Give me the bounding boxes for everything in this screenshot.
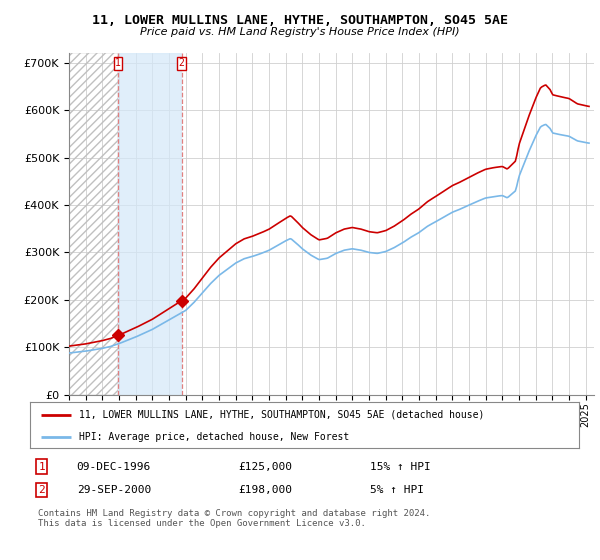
Text: 2: 2 [179, 58, 184, 68]
Text: 11, LOWER MULLINS LANE, HYTHE, SOUTHAMPTON, SO45 5AE: 11, LOWER MULLINS LANE, HYTHE, SOUTHAMPT… [92, 14, 508, 27]
Text: Contains HM Land Registry data © Crown copyright and database right 2024.
This d: Contains HM Land Registry data © Crown c… [38, 509, 431, 528]
Bar [118, 53, 181, 395]
Text: 2: 2 [38, 485, 45, 495]
Text: 5% ↑ HPI: 5% ↑ HPI [370, 485, 424, 495]
Text: 1: 1 [115, 58, 121, 68]
Text: £125,000: £125,000 [239, 461, 293, 472]
Text: 1: 1 [38, 461, 45, 472]
Text: 15% ↑ HPI: 15% ↑ HPI [370, 461, 431, 472]
Text: Price paid vs. HM Land Registry's House Price Index (HPI): Price paid vs. HM Land Registry's House … [140, 27, 460, 37]
Text: 29-SEP-2000: 29-SEP-2000 [77, 485, 151, 495]
Text: 09-DEC-1996: 09-DEC-1996 [77, 461, 151, 472]
Text: £198,000: £198,000 [239, 485, 293, 495]
Text: HPI: Average price, detached house, New Forest: HPI: Average price, detached house, New … [79, 432, 350, 441]
Text: 11, LOWER MULLINS LANE, HYTHE, SOUTHAMPTON, SO45 5AE (detached house): 11, LOWER MULLINS LANE, HYTHE, SOUTHAMPT… [79, 410, 485, 420]
